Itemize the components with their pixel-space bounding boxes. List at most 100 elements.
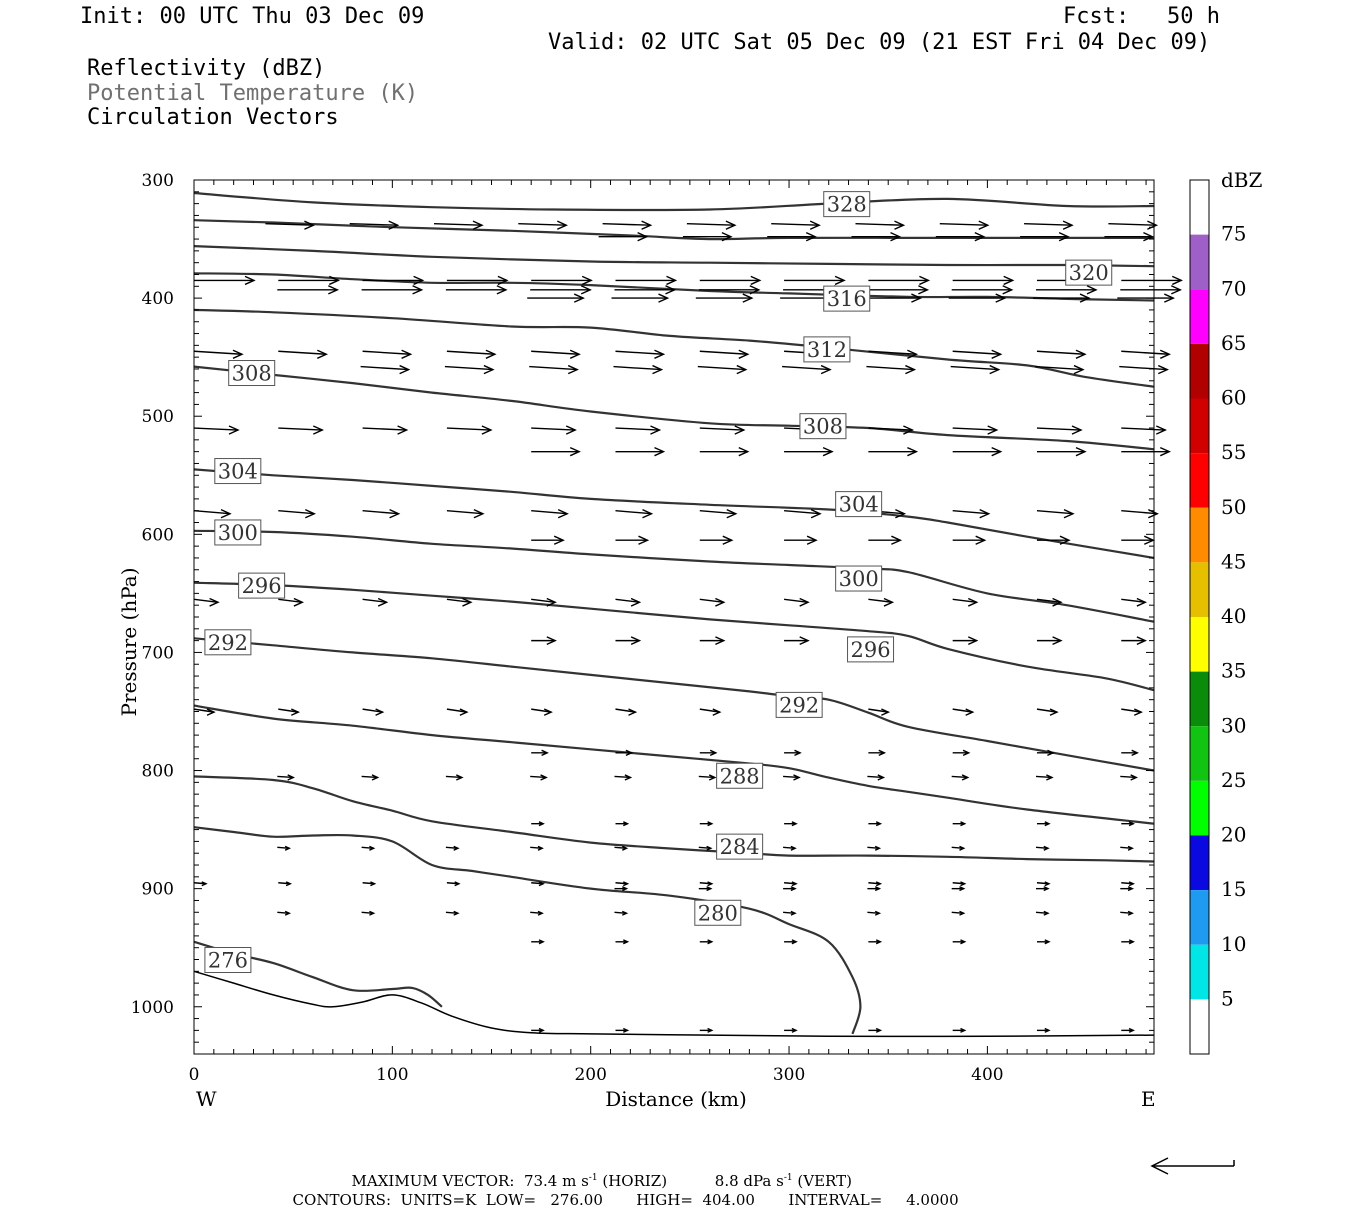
x-tick-label: 400: [971, 1065, 1003, 1085]
vector-arrowhead: [285, 881, 293, 887]
x-tick-label: 300: [773, 1065, 805, 1085]
vector-arrow: [446, 350, 495, 355]
vector-arrowhead: [712, 708, 722, 716]
vector-arrowhead: [1079, 293, 1091, 303]
contour-label: 296: [850, 638, 890, 662]
vector-arrow: [952, 427, 997, 431]
vector-arrowhead: [791, 1027, 798, 1033]
vector-arrow: [278, 598, 303, 603]
contour-label: 300: [218, 521, 258, 545]
field-potential-temperature: Potential Temperature (K): [87, 81, 419, 106]
theta-contour-288: [193, 704, 1155, 825]
vector-arrowhead: [573, 293, 585, 303]
vector-arrowhead: [959, 845, 966, 851]
vector-arrow: [699, 598, 724, 603]
contour-label-box: [835, 565, 883, 592]
vector-arrowhead: [557, 509, 569, 519]
vector-arrow: [193, 350, 243, 355]
vector-arrowhead: [706, 845, 713, 851]
vector-arrowhead: [1044, 881, 1051, 887]
vector-arrow: [697, 365, 746, 371]
vector-arrowhead: [201, 881, 208, 887]
colorbar-segment: [1190, 780, 1209, 836]
vector-arrowhead: [1073, 364, 1085, 375]
vector-arrow: [1121, 598, 1146, 603]
vector-arrowhead: [462, 597, 473, 607]
theta-contour-296: [193, 581, 1155, 692]
vector-arrowhead: [1062, 220, 1074, 230]
vector-arrowhead: [707, 821, 714, 827]
vector-arrowhead: [1127, 910, 1134, 916]
vector-arrowhead: [412, 285, 424, 295]
vector-arrowhead: [1155, 425, 1167, 435]
vector-arrow: [1036, 510, 1074, 515]
vector-arrowhead: [911, 293, 923, 303]
vector-arrowhead: [1049, 708, 1059, 716]
contour-label-box: [803, 336, 851, 363]
vector-arrow: [1035, 775, 1053, 779]
vector-arrowhead: [967, 636, 979, 646]
vector-arrowhead: [666, 275, 678, 286]
vector-arrowhead: [794, 749, 802, 756]
vector-arrowhead: [1086, 285, 1098, 295]
colorbar-segment: [1190, 180, 1209, 235]
colorbar-level-label: 45: [1221, 549, 1246, 573]
vector-arrowhead: [874, 910, 882, 916]
vector-arrowhead: [907, 446, 919, 457]
vector-arrowhead: [726, 509, 738, 519]
vector-arrowhead: [623, 1027, 630, 1033]
contour-label: 292: [779, 693, 819, 717]
y-tick-label: 600: [142, 525, 174, 545]
vector-arrow: [518, 223, 567, 226]
vector-arrowhead: [399, 364, 411, 375]
vector-arrow: [1119, 365, 1168, 371]
contour-label: 288: [720, 764, 760, 788]
vector-arrowhead: [709, 749, 718, 756]
contours-line: CONTOURS: UNITS=K LOW= 276.00 HIGH= 404.…: [283, 1178, 959, 1208]
vector-arrow: [699, 510, 736, 515]
vector-arrowhead: [965, 708, 975, 716]
vector-arrow: [1036, 598, 1062, 603]
vector-arrow: [615, 350, 664, 355]
vector-arrowhead: [206, 708, 216, 716]
theta-contour-320: [193, 245, 1155, 268]
vector-arrowhead: [453, 845, 460, 851]
vector-arrowhead: [546, 597, 557, 607]
vector-arrowhead: [553, 535, 565, 545]
contour-label-box: [716, 762, 764, 789]
vector-arrowhead: [1131, 749, 1139, 756]
colorbar-segment: [1190, 835, 1209, 891]
contour-label: 296: [242, 574, 282, 598]
colorbar-level-label: 70: [1221, 276, 1246, 300]
vector-arrowhead: [638, 535, 650, 545]
vector-arrow: [362, 708, 383, 713]
theta-contour-312: [193, 308, 1155, 388]
colorbar-level-label: 55: [1221, 440, 1246, 464]
vert-tag: (VERT): [797, 1172, 852, 1190]
vector-arrowhead: [742, 293, 754, 303]
vector-arrow: [446, 510, 483, 515]
max-vector-label: MAXIMUM VECTOR:: [351, 1172, 515, 1190]
colorbar-segment: [1190, 726, 1209, 781]
vector-arrowhead: [569, 446, 581, 457]
vector-arrowhead: [805, 232, 817, 242]
colorbar-frame: [1189, 179, 1210, 1055]
vector-arrowhead: [581, 275, 593, 286]
vector-arrow: [951, 775, 968, 779]
vector-arrow: [1120, 775, 1137, 779]
colorbar-level-label: 10: [1221, 932, 1246, 956]
vector-arrowhead: [628, 708, 638, 716]
x-axis-label: Distance (km): [605, 1087, 747, 1111]
contour-label-box: [847, 636, 895, 663]
vector-arrow: [531, 427, 576, 431]
vector-arrowhead: [891, 535, 903, 545]
contour-label: 320: [1069, 261, 1109, 285]
vector-arrow: [433, 223, 483, 226]
vector-arrowhead: [388, 220, 400, 230]
vector-arrowhead: [721, 232, 733, 242]
vector-arrowhead: [546, 636, 557, 646]
vector-arrowhead: [1130, 774, 1138, 781]
vector-arrow: [1121, 708, 1142, 713]
vector-arrowhead: [220, 509, 232, 519]
